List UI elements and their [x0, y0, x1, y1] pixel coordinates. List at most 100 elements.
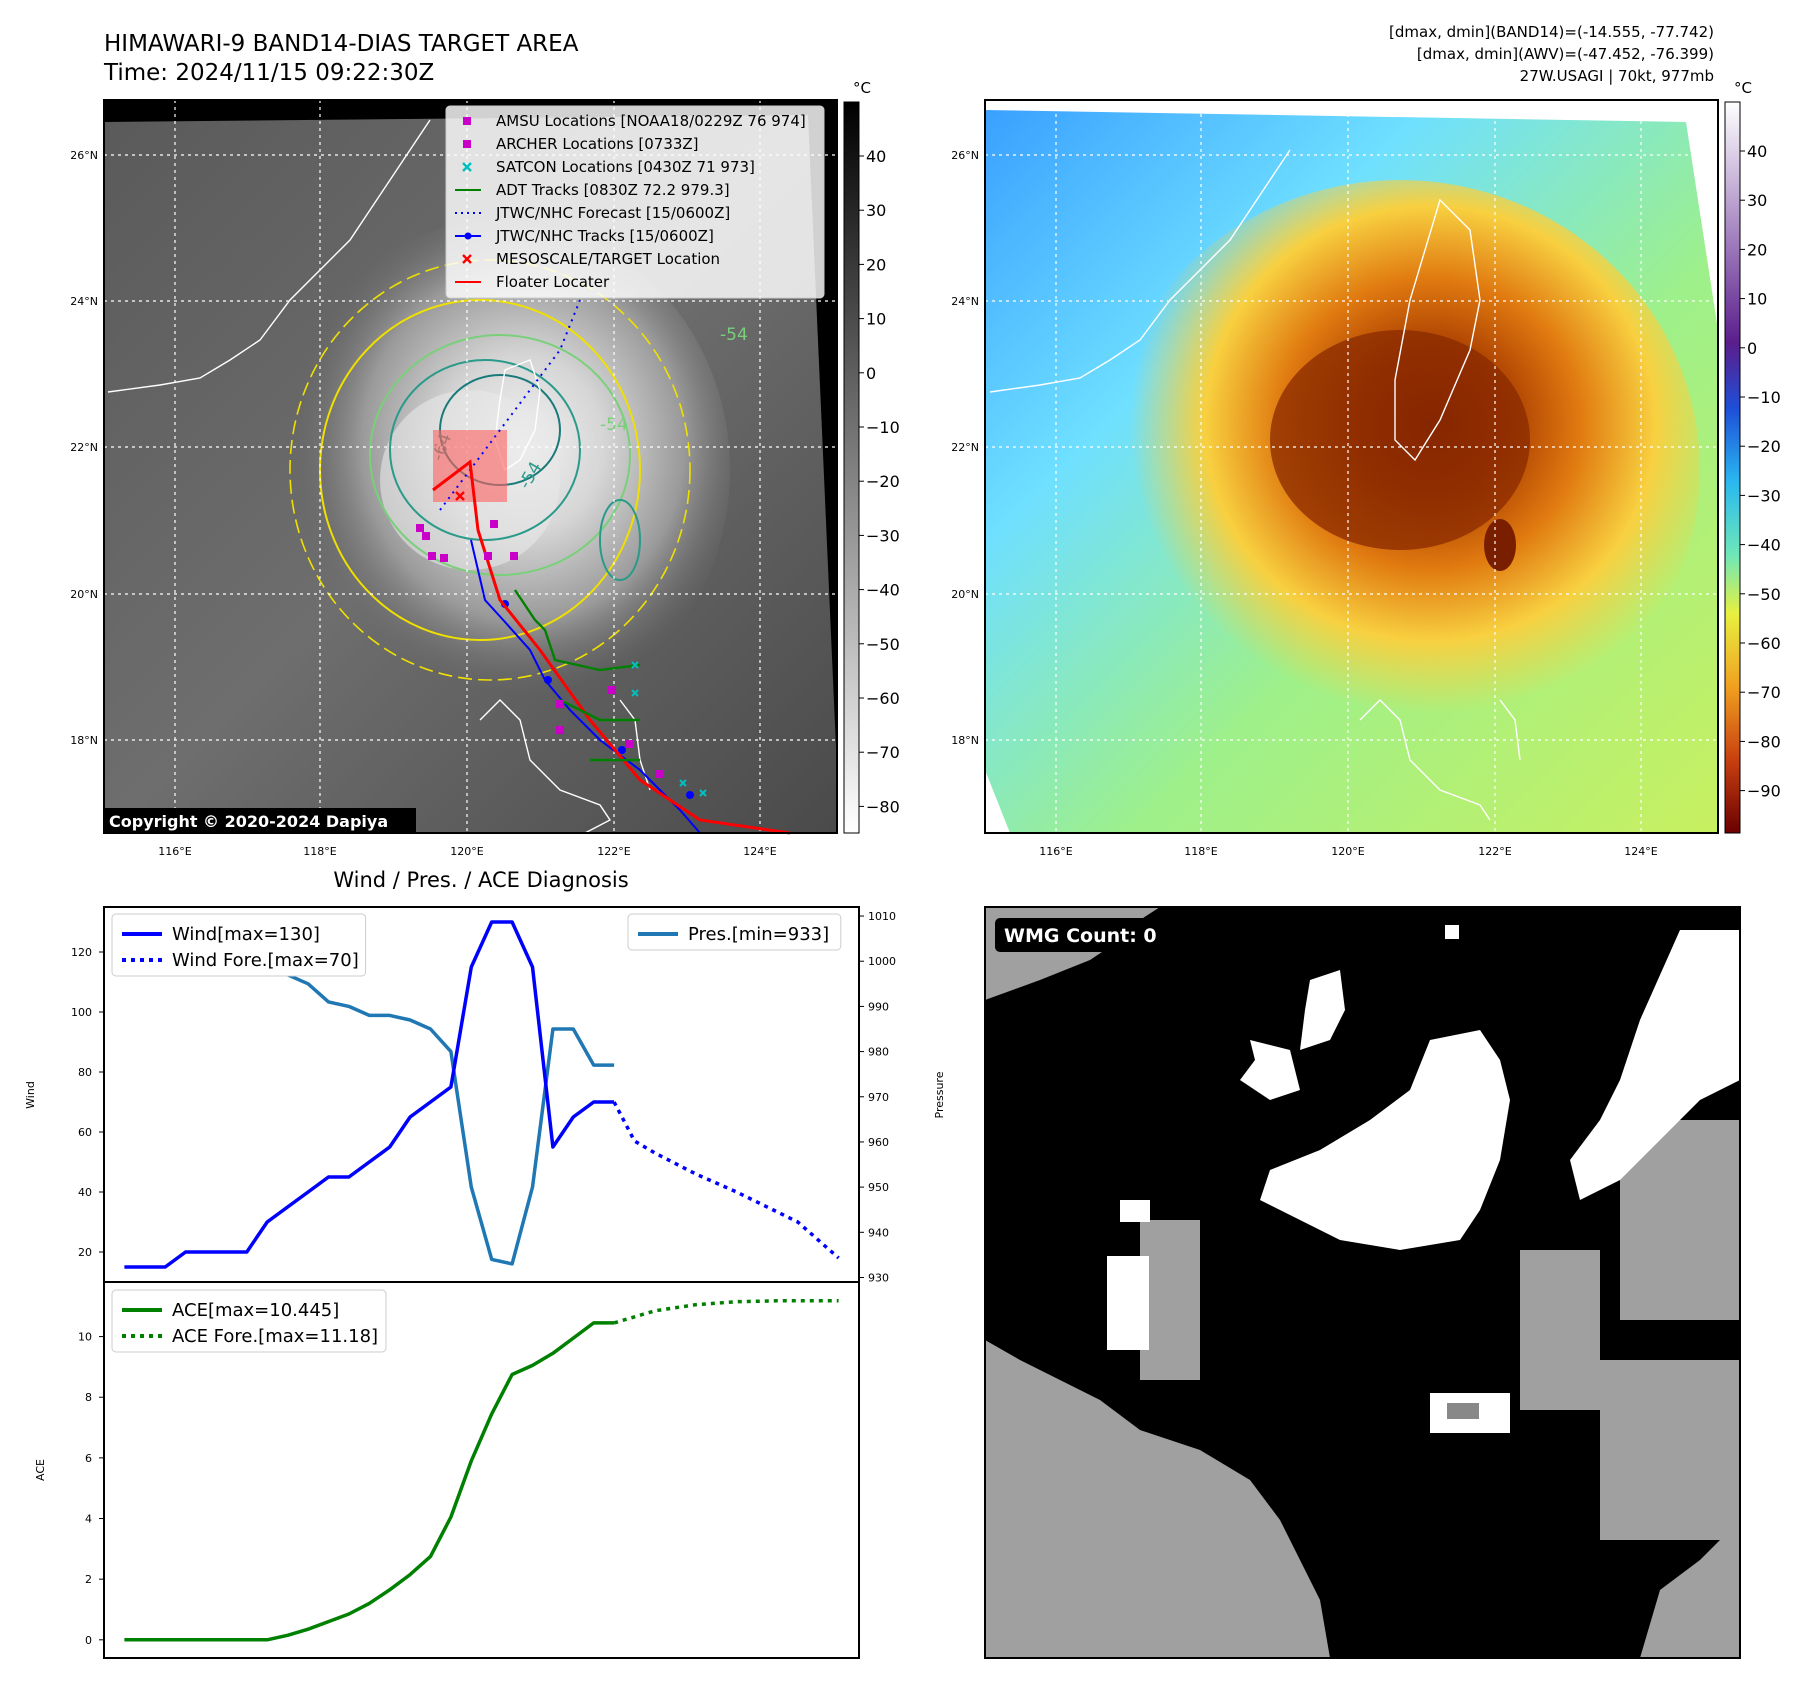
legend-marker: [464, 232, 472, 240]
ir-map-panel: -64 -54 -54 -54: [103, 99, 838, 835]
contour-green: [369, 334, 631, 576]
y-tick-label: 980: [868, 1046, 889, 1059]
awv-map-frame: [984, 99, 1719, 834]
jtwc-track: [470, 539, 701, 834]
colorbar-tick-label: 20: [1747, 240, 1767, 259]
y-tick-label: 1000: [868, 955, 896, 968]
awv-colorbar-ticks: 40 30 20 10 0 −10 −20 −30 −40 −50 −60 −70 −80 −90: [1740, 142, 1781, 801]
wmg-white-blob: [1120, 1200, 1150, 1222]
colorbar-tick-label: 10: [866, 310, 886, 329]
lat-label: 24°N: [951, 295, 979, 308]
chart-legend: [111, 913, 367, 977]
awv-colorbar-unit: °C: [1734, 79, 1752, 97]
mesoscale-target-marker: [455, 491, 465, 501]
floater-locater: [432, 459, 791, 835]
ace-axis-label: ACE: [34, 1459, 47, 1481]
chart-legend-label: Pres.[min=933]: [688, 924, 829, 945]
chart-legend-label: ACE[max=10.445]: [172, 1300, 339, 1321]
colorbar-tick-label: −80: [866, 797, 900, 816]
lat-label: 24°N: [70, 295, 98, 308]
wmg-white-blob: [1445, 925, 1459, 939]
lat-label: 26°N: [951, 149, 979, 162]
wmg-white-blob: [1300, 970, 1345, 1050]
lon-label: 124°E: [1624, 845, 1657, 858]
satcon-locations: [631, 661, 707, 797]
wind-axis-label: Wind: [24, 1081, 37, 1109]
awv-map-panel: [984, 99, 1719, 834]
ir-map-frame: [103, 99, 838, 834]
wmg-gray-cell: [1447, 1403, 1479, 1419]
awv-core: [1270, 330, 1530, 550]
series-line-2-0: [124, 1321, 615, 1642]
lon-label: 122°E: [1478, 845, 1511, 858]
lon-label: 116°E: [158, 845, 191, 858]
wmg-count-box: [995, 918, 1175, 952]
wmg-count-label: WMG Count: 0: [1004, 925, 1157, 947]
wmg-white-blob: [1107, 1256, 1149, 1350]
figure-title: HIMAWARI-9 BAND14-DIAS TARGET AREA: [104, 31, 579, 57]
ir-colorbar-scale: [843, 101, 860, 834]
lat-label: 18°N: [951, 734, 979, 747]
awv-map-lon-labels: 116°E 118°E 120°E 122°E 124°E: [1039, 845, 1657, 858]
awv-map-lat-labels: 26°N 24°N 22°N 20°N 18°N: [951, 149, 979, 747]
awv-map-gridlines: [985, 100, 1718, 833]
y-tick-label: 6: [85, 1452, 92, 1465]
colorbar-tick-label: 40: [866, 147, 886, 166]
colorbar-tick-label: −90: [1747, 782, 1781, 801]
colorbar-tick-label: −40: [1747, 536, 1781, 555]
y-tick-label: 970: [868, 1091, 889, 1104]
y-tick-label: 60: [78, 1126, 92, 1139]
wmg-panel: WMG Count: 0: [984, 906, 1741, 1659]
legend-label: JTWC/NHC Forecast [15/0600Z]: [495, 204, 730, 222]
y-tick-label: 1010: [868, 910, 896, 923]
colorbar-tick-label: −40: [866, 581, 900, 600]
copyright-text: Copyright © 2020-2024 Dapiya: [109, 812, 388, 831]
adt-tracks: [514, 589, 641, 762]
lat-label: 22°N: [951, 441, 979, 454]
ir-colorbar-unit: °C: [853, 79, 871, 97]
ir-colorbar: °C 40 30 20 10 0 −10 −20 −30 −40 −50 −60 −70 −80: [843, 79, 900, 834]
colorbar-tick-label: −80: [1747, 732, 1781, 751]
lat-label: 20°N: [951, 588, 979, 601]
legend-label: Floater Locater: [496, 273, 610, 291]
chart-legend: [111, 1289, 387, 1353]
contour-teal: [389, 359, 581, 541]
legend-label: MESOSCALE/TARGET Location: [496, 250, 720, 268]
wmg-gray-patch: [1140, 1220, 1200, 1380]
y-tick-label: 940: [868, 1226, 889, 1239]
y-tick-label: 2: [85, 1573, 92, 1586]
map-legend-entries: AMSU Locations [NOAA18/0229Z 76 974] ARCH…: [455, 112, 806, 291]
storm-info: 27W.USAGI | 70kt, 977mb: [1520, 67, 1714, 85]
amsu-archer-locations: [416, 520, 663, 778]
lat-label: 18°N: [70, 734, 98, 747]
colorbar-tick-label: −60: [866, 689, 900, 708]
colorbar-tick-label: −70: [866, 743, 900, 762]
ir-map-lon-labels: 116°E 118°E 120°E 122°E 124°E: [158, 845, 776, 858]
y-tick-label: 20: [78, 1246, 92, 1259]
wmg-white-blob: [1260, 1030, 1510, 1250]
wmg-gray-patch: [1600, 1360, 1740, 1540]
wmg-white-blob: [1240, 1040, 1300, 1100]
contour-yellow: [319, 299, 641, 641]
chart-legend-label: Wind[max=130]: [172, 924, 320, 945]
legend-label: ADT Tracks [0830Z 72.2 979.3]: [496, 181, 730, 199]
colorbar-tick-label: 20: [866, 255, 886, 274]
y-tick-label: 950: [868, 1181, 889, 1194]
pressure-axis-label: Pressure: [933, 1071, 946, 1118]
contour-label: -54: [720, 325, 748, 345]
figure-time: Time: 2024/11/15 09:22:30Z: [103, 60, 434, 86]
y-tick-label: 80: [78, 1066, 92, 1079]
colorbar-tick-label: −70: [1747, 683, 1781, 702]
legend-label: ARCHER Locations [0733Z]: [496, 135, 699, 153]
dmax-awv: [dmax, dmin](AWV)=(-47.452, -76.399): [1417, 45, 1714, 63]
colorbar-tick-label: 30: [1747, 191, 1767, 210]
legend-marker: [462, 254, 472, 264]
y-tick-label: 100: [71, 1006, 92, 1019]
lon-label: 118°E: [303, 845, 336, 858]
wmg-white-blob: [1570, 930, 1740, 1200]
legend-label: AMSU Locations [NOAA18/0229Z 76 974]: [496, 112, 806, 130]
colorbar-tick-label: −10: [866, 418, 900, 437]
wmg-gray-patch: [1520, 1250, 1600, 1410]
awv-coastline-taiwan: [1394, 198, 1481, 462]
awv-coastline-luzon: [1359, 699, 1521, 821]
